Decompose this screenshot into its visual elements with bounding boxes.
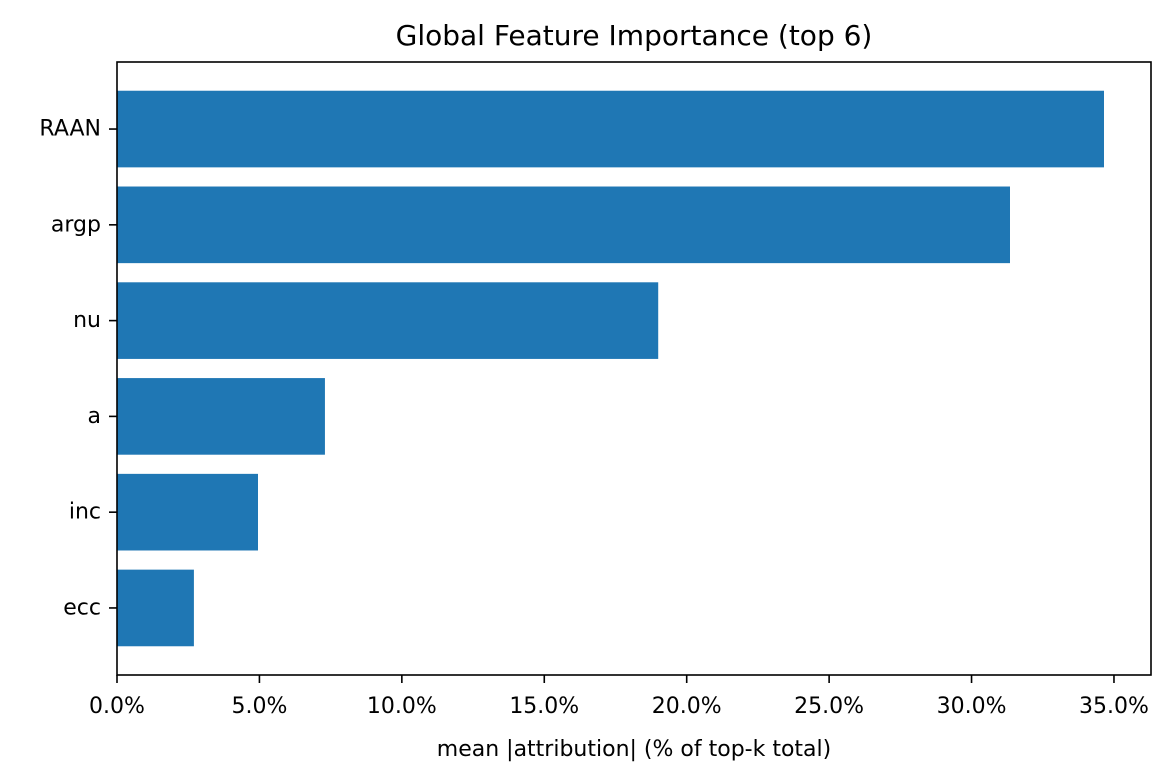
chart-title: Global Feature Importance (top 6) <box>396 19 873 52</box>
x-tick-label: 15.0% <box>509 694 579 719</box>
bars-group <box>117 90 1104 647</box>
bar-raan <box>117 90 1104 168</box>
bar-nu <box>117 282 659 359</box>
bar-inc <box>117 473 258 551</box>
y-tick-label: argp <box>51 212 101 237</box>
y-tick-label: nu <box>73 308 101 333</box>
x-axis-ticks: 0.0% 5.0% 10.0% 15.0% 20.0% 25.0% 30.0% 35.0% <box>89 675 1149 719</box>
x-tick-label: 25.0% <box>794 694 864 719</box>
y-tick-label: ecc <box>63 595 101 620</box>
plot-frame <box>116 61 1152 676</box>
y-tick-label: inc <box>69 500 101 525</box>
x-tick-label: 10.0% <box>367 694 437 719</box>
bar-a <box>117 378 325 455</box>
x-axis-label: mean |attribution| (% of top-k total) <box>437 737 831 762</box>
bar-ecc <box>117 569 194 647</box>
x-tick-label: 0.0% <box>89 694 145 719</box>
y-tick-label: a <box>88 404 101 429</box>
x-tick-label: 35.0% <box>1079 694 1149 719</box>
x-tick-label: 20.0% <box>652 694 722 719</box>
x-tick-label: 30.0% <box>937 694 1007 719</box>
x-tick-label: 5.0% <box>231 694 287 719</box>
y-tick-label: RAAN <box>39 117 101 142</box>
bar-argp <box>117 186 1010 264</box>
y-axis-ticks: RAAN argp nu a inc ecc <box>39 117 117 620</box>
